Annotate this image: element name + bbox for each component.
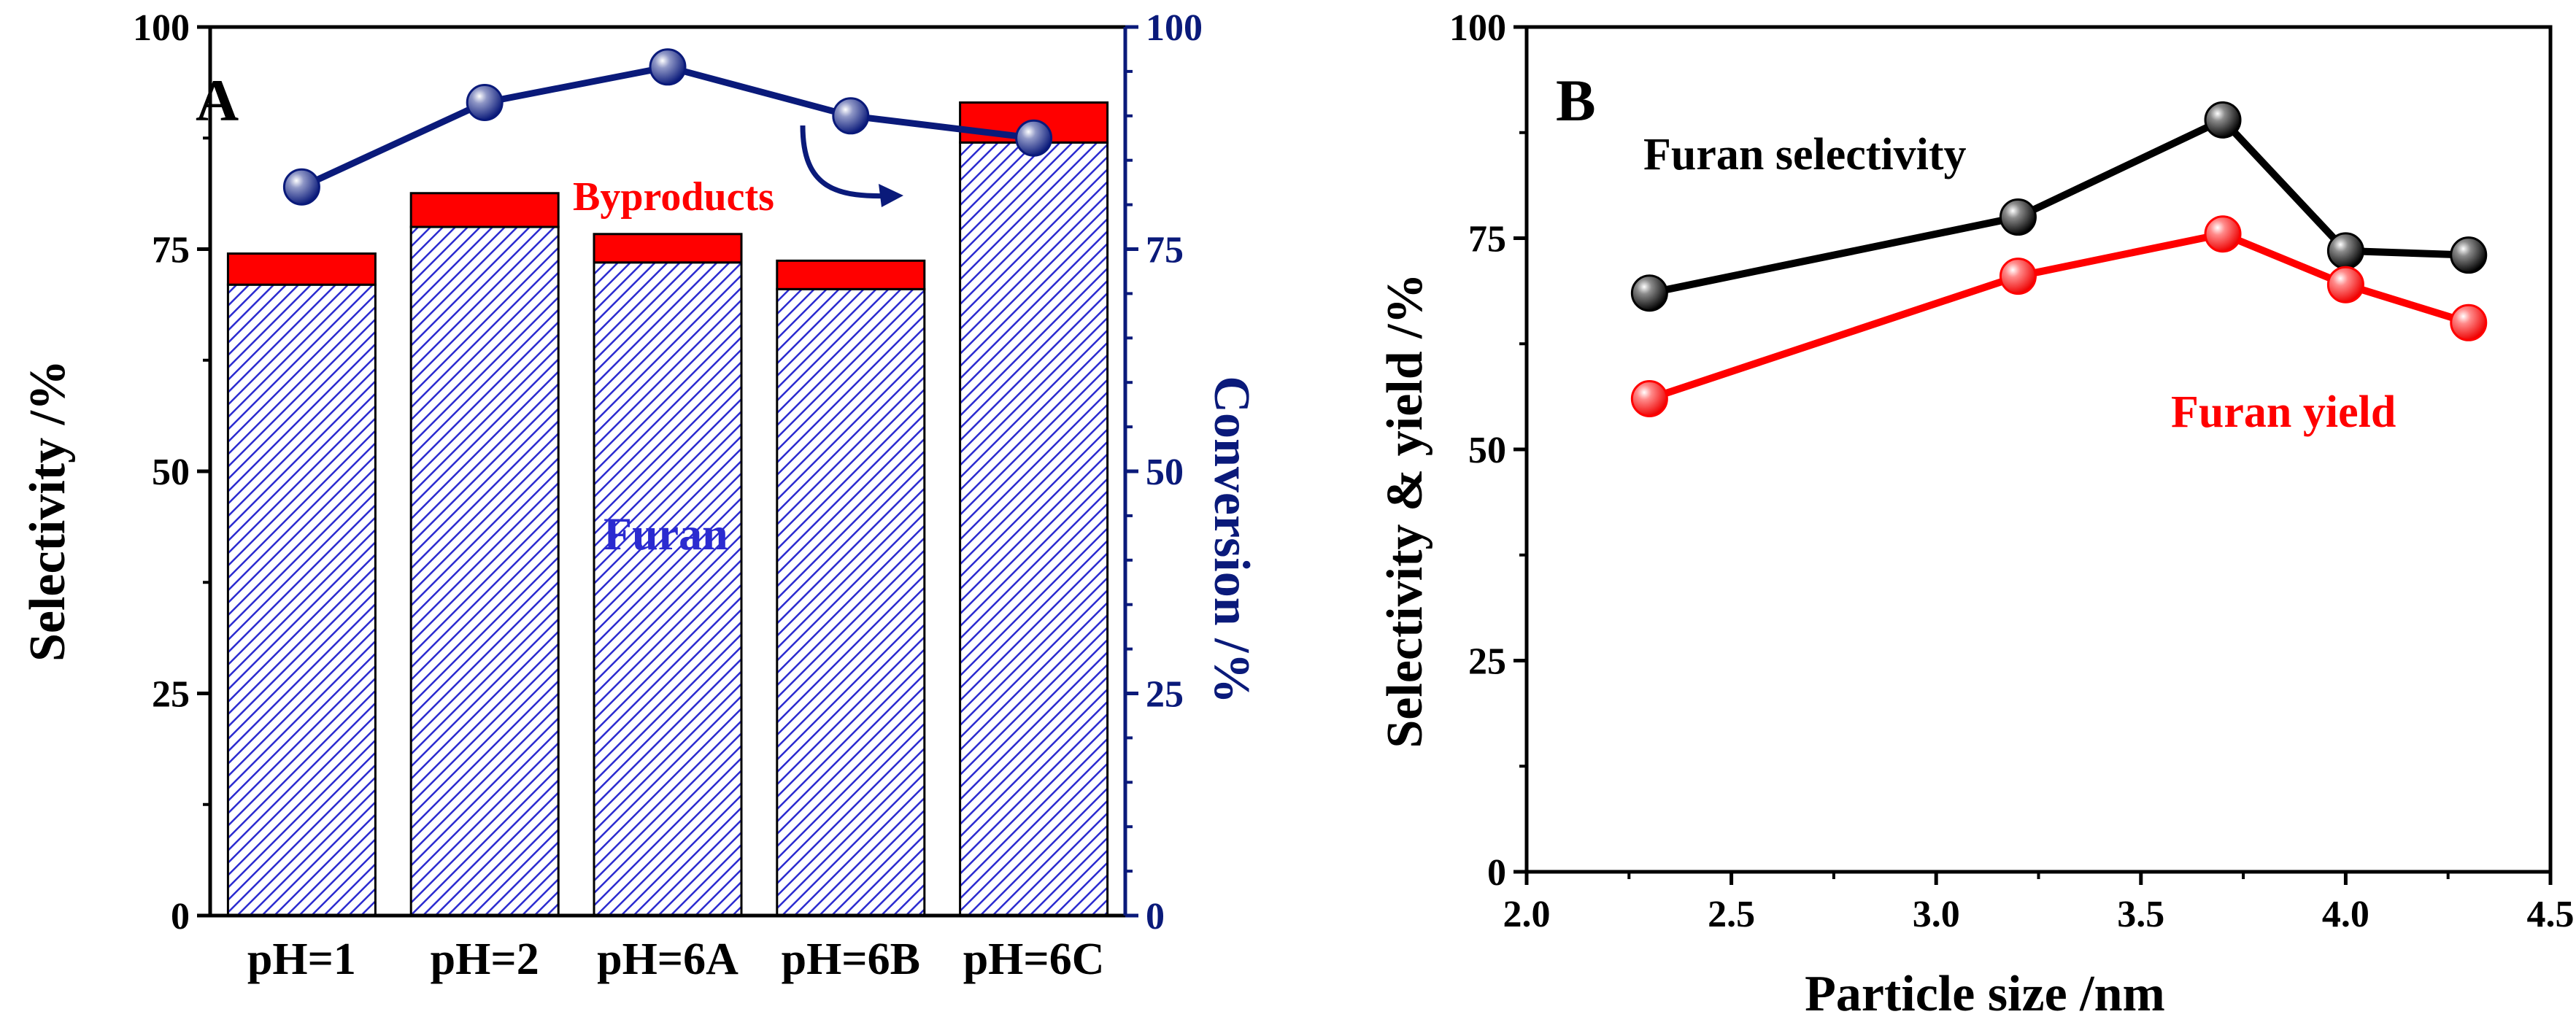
panel-a-rtick-label-100: 100 — [1146, 7, 1203, 49]
bar-byproducts-ph-6b — [776, 259, 926, 290]
conversion-marker-ph-6a — [649, 48, 687, 86]
panel-b-ytick-label-100: 100 — [1449, 7, 1506, 49]
category-label-ph-6b: pH=6B — [782, 935, 920, 984]
panel-b-label: B — [1556, 67, 1596, 134]
annotation-furan: Furan — [603, 508, 728, 560]
marker-furan-selectivity-3.7 — [2204, 101, 2242, 139]
conversion-marker-ph-6b — [832, 97, 870, 135]
conversion-marker-ph-1 — [282, 168, 320, 206]
panel-b-xlabel: Particle size /nm — [1805, 966, 2165, 1022]
bar-furan-ph-2 — [409, 225, 560, 917]
marker-furan-yield-3.7 — [2204, 215, 2242, 253]
panel-b-xtick-label-2-5: 2.5 — [1708, 894, 1755, 935]
marker-furan-selectivity-4.3 — [2450, 236, 2488, 274]
bar-byproducts-ph-2 — [409, 192, 560, 228]
panel-b-ytick-label-25: 25 — [1468, 641, 1506, 683]
panel-a-bars — [226, 101, 1109, 917]
panel-a-ytick-label-25: 25 — [152, 674, 190, 716]
panel-b-ytick-label-0: 0 — [1487, 852, 1506, 894]
panel-b-ticks: 0 25 50 75 100 2.0 2.5 3.0 3.5 4.0 4.5 — [1449, 7, 2575, 935]
conversion-marker-ph-6c — [1015, 119, 1053, 157]
marker-furan-selectivity-2.3 — [1630, 274, 1668, 312]
panel-a-ylabel-right: Conversion /% — [1203, 376, 1260, 703]
conversion-axis-arrowhead — [879, 184, 903, 207]
panel-b-xtick-label-3-5: 3.5 — [2117, 894, 2164, 935]
panel-a-ticks: 0 25 50 75 100 0 25 50 75 100 — [133, 7, 1203, 937]
marker-furan-yield-4.3 — [2450, 303, 2488, 341]
panel-b: 0 25 50 75 100 2.0 2.5 3.0 3.5 4.0 4.5 B Selectivi… — [1377, 7, 2575, 1022]
bar-furan-ph-6a — [593, 261, 743, 917]
bar-furan-ph-6b — [776, 287, 926, 917]
panel-a-ytick-label-100: 100 — [133, 7, 190, 49]
conversion-marker-ph-2 — [466, 84, 504, 122]
panel-b-ylabel: Selectivity & yield /% — [1377, 273, 1433, 748]
panel-b-xtick-label-2-0: 2.0 — [1503, 894, 1551, 935]
annotation-byproducts: Byproducts — [573, 174, 774, 220]
panel-a-category-labels: pH=1 pH=2 pH=6A pH=6B pH=6C — [247, 935, 1105, 984]
panel-a-conversion-markers — [282, 48, 1053, 206]
marker-furan-yield-2.3 — [1630, 380, 1668, 418]
panel-b-ytick-label-75: 75 — [1468, 219, 1506, 260]
category-label-ph-1: pH=1 — [247, 935, 356, 984]
category-label-ph-6a: pH=6A — [597, 935, 739, 984]
panel-a-ytick-label-50: 50 — [152, 452, 190, 493]
marker-furan-selectivity-3.2 — [1999, 198, 2037, 236]
panel-b-xtick-label-4-0: 4.0 — [2322, 894, 2369, 935]
panel-a-rtick-label-50: 50 — [1146, 452, 1184, 493]
legend-furan-yield: Furan yield — [2171, 387, 2396, 437]
legend-furan-selectivity: Furan selectivity — [1643, 130, 1967, 179]
bar-furan-ph-1 — [226, 283, 377, 917]
panel-a-rtick-label-75: 75 — [1146, 230, 1184, 271]
panel-a-rtick-label-25: 25 — [1146, 674, 1184, 716]
panel-b-xtick-label-3-0: 3.0 — [1913, 894, 1960, 935]
panel-a-ylabel: Selectivity /% — [20, 360, 76, 662]
panel-b-ytick-label-50: 50 — [1468, 430, 1506, 471]
panel-a-rtick-label-0: 0 — [1146, 896, 1165, 937]
marker-furan-yield-4 — [2326, 266, 2364, 303]
category-label-ph-2: pH=2 — [431, 935, 539, 984]
bar-byproducts-ph-6a — [593, 233, 743, 264]
conversion-axis-arrow — [800, 125, 897, 199]
category-label-ph-6c: pH=6C — [963, 935, 1105, 984]
panel-a-ytick-label-75: 75 — [152, 230, 190, 271]
bar-byproducts-ph-1 — [226, 252, 377, 286]
bar-furan-ph-6c — [959, 141, 1109, 917]
panel-a-ytick-label-0: 0 — [171, 896, 190, 937]
panel-a-label: A — [196, 67, 239, 134]
panel-b-markers — [1630, 101, 2488, 418]
marker-furan-yield-3.2 — [1999, 258, 2037, 295]
marker-furan-selectivity-4 — [2326, 232, 2364, 270]
panel-b-xtick-label-4-5: 4.5 — [2527, 894, 2575, 935]
